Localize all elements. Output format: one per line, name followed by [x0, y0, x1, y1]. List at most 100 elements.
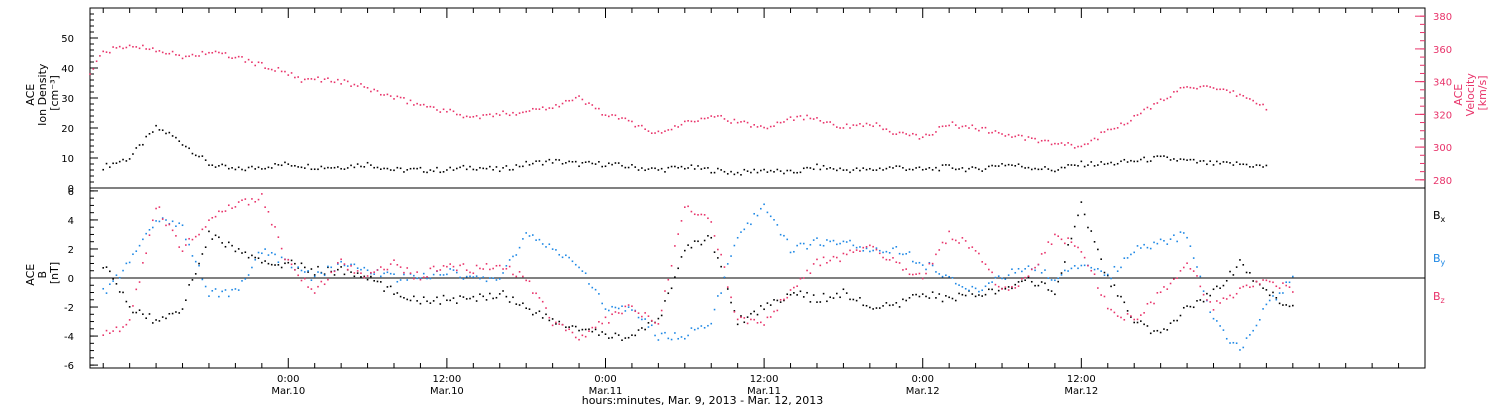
velocity-point	[1014, 135, 1017, 138]
b-point	[822, 244, 825, 247]
density-point	[902, 166, 904, 169]
b-point	[535, 312, 537, 314]
b-point	[310, 288, 313, 290]
density-point	[264, 167, 266, 170]
b-point	[796, 285, 798, 287]
density-point	[776, 168, 779, 171]
velocity-point	[988, 132, 990, 134]
b-point	[740, 316, 742, 319]
b-point	[1249, 271, 1251, 274]
velocity-tick-label: 380	[1433, 12, 1452, 23]
b-point	[1080, 201, 1083, 203]
density-point	[168, 131, 171, 134]
b-point	[888, 252, 891, 254]
density-point	[1255, 164, 1258, 166]
b-point	[1265, 289, 1268, 291]
density-point	[865, 168, 868, 171]
b-point	[251, 266, 253, 269]
b-point	[1235, 266, 1238, 268]
b-point	[948, 230, 950, 233]
b-point	[366, 275, 369, 277]
b-point	[237, 289, 240, 291]
b-point	[201, 228, 204, 231]
b-point	[743, 228, 746, 231]
b-point	[145, 232, 147, 235]
density-point	[330, 167, 333, 169]
b-point	[634, 334, 637, 337]
b-point	[1275, 297, 1278, 299]
b-point	[376, 269, 379, 271]
density-point	[667, 166, 670, 169]
density-point	[578, 165, 580, 168]
b-point	[1024, 268, 1026, 270]
b-point	[988, 268, 990, 271]
density-point	[498, 170, 501, 173]
density-point	[1136, 160, 1139, 163]
b-point	[690, 246, 693, 249]
b-point	[1004, 288, 1007, 290]
b-point	[961, 237, 964, 239]
b-point	[1133, 318, 1136, 321]
density-point	[664, 171, 666, 173]
b-point	[687, 244, 689, 246]
b-point	[1272, 291, 1274, 294]
b-point	[231, 288, 233, 291]
b-point	[988, 282, 990, 284]
b-point	[568, 326, 570, 328]
b-point	[1060, 274, 1063, 276]
series-bx	[102, 201, 1294, 341]
b-point	[422, 276, 425, 279]
b-point	[551, 324, 554, 327]
velocity-point	[968, 127, 970, 129]
b-point	[310, 279, 313, 282]
b-point	[297, 267, 299, 269]
velocity-point	[647, 130, 650, 132]
b-point	[1239, 287, 1241, 289]
b-point	[888, 259, 891, 261]
density-point	[416, 167, 418, 170]
velocity-point	[366, 86, 369, 89]
velocity-point	[439, 111, 442, 113]
density-point	[898, 165, 901, 168]
velocity-point	[882, 128, 884, 131]
b-point	[1100, 258, 1102, 260]
b-point	[211, 238, 214, 240]
velocity-point	[1123, 123, 1126, 126]
x-tick-time: 12:00	[432, 374, 461, 385]
b-point	[720, 253, 722, 256]
b-point	[218, 236, 220, 239]
b-point	[670, 338, 673, 341]
velocity-point	[994, 130, 997, 132]
density-point	[634, 166, 637, 168]
density-point	[436, 166, 438, 169]
b-point	[343, 263, 346, 265]
b-point	[211, 216, 214, 219]
b-point	[343, 264, 346, 267]
density-tick-label: 50	[61, 34, 74, 45]
b-point	[353, 272, 356, 274]
b-point	[508, 265, 511, 268]
b-point	[373, 279, 375, 282]
b-point	[528, 280, 531, 283]
b-point	[717, 248, 719, 251]
velocity-point	[340, 83, 342, 85]
b-point	[261, 193, 263, 195]
b-point	[442, 294, 445, 297]
density-point	[105, 162, 108, 165]
b-point	[495, 264, 498, 267]
b-point	[707, 217, 709, 220]
b-point	[475, 300, 478, 302]
density-point	[730, 170, 732, 173]
velocity-point	[974, 127, 977, 130]
velocity-point	[102, 50, 105, 53]
b-point	[201, 278, 204, 281]
velocity-point	[343, 79, 346, 81]
b-point	[274, 264, 276, 266]
b-point	[849, 249, 851, 252]
density-point	[644, 169, 646, 172]
b-point	[756, 322, 759, 324]
b-point	[363, 276, 366, 279]
b-point	[462, 278, 465, 280]
density-point	[1007, 163, 1010, 166]
density-tick-label: 40	[61, 64, 74, 75]
